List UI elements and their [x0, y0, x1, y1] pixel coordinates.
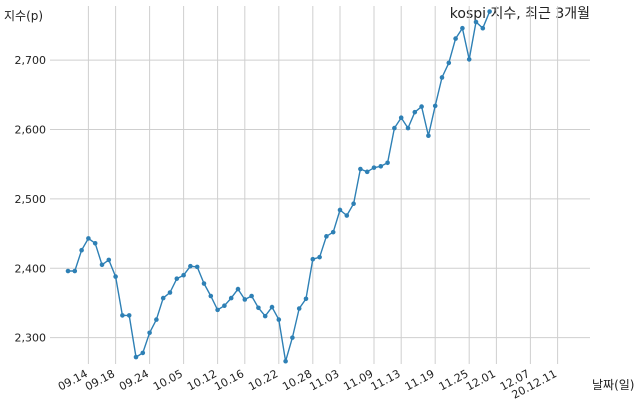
data-point: [432, 103, 438, 109]
data-point: [126, 313, 132, 318]
data-point: [351, 201, 356, 207]
data-point: [439, 75, 445, 80]
data-point: [337, 207, 343, 213]
data-point: [364, 169, 370, 175]
data-point: [92, 240, 98, 246]
data-point: [473, 19, 479, 25]
data-point: [262, 313, 268, 319]
data-point: [487, 9, 492, 14]
data-point: [378, 163, 384, 169]
data-point: [120, 313, 125, 318]
data-point: [174, 276, 180, 281]
data-point: [330, 229, 336, 235]
data-point: [453, 36, 458, 41]
x-tick-label: 11.19: [403, 367, 437, 393]
data-point: [405, 125, 411, 131]
data-point: [296, 306, 302, 311]
data-point: [99, 262, 105, 268]
data-point: [303, 296, 309, 302]
data-point: [392, 125, 397, 131]
x-tick-label: 10.05: [151, 367, 185, 393]
data-point: [310, 256, 316, 262]
y-tick-labels: 2,300 2,400 2,500 2,600 2,700: [15, 54, 47, 345]
x-tick-label: 12.01: [464, 367, 498, 393]
data-point: [160, 295, 166, 301]
data-point: [276, 317, 282, 322]
data-point: [208, 293, 214, 299]
data-point: [398, 115, 404, 121]
data-point: [201, 281, 207, 286]
data-point: [371, 165, 377, 170]
x-axis-label: 날짜(일): [592, 378, 634, 392]
data-point: [106, 257, 112, 263]
chart-title: kospi 지수, 최근 3개월: [450, 6, 590, 22]
x-tick-label: 11.13: [369, 367, 403, 393]
x-tick-label: 09.18: [83, 367, 117, 393]
data-point: [167, 290, 173, 295]
data-point: [86, 236, 91, 241]
data-point: [358, 166, 363, 172]
data-point: [419, 104, 424, 109]
y-tick-label: 2,300: [15, 332, 47, 345]
data-point: [228, 295, 234, 301]
data-point: [446, 60, 452, 66]
data-point: [181, 272, 186, 278]
series-kospi: [65, 9, 492, 364]
data-point: [133, 354, 139, 360]
data-point: [147, 330, 152, 336]
data-point: [412, 109, 418, 115]
data-point: [79, 247, 84, 253]
data-point: [215, 307, 220, 313]
y-tick-label: 2,400: [15, 262, 47, 275]
data-point: [242, 297, 248, 302]
data-point: [249, 293, 254, 299]
data-point: [113, 274, 118, 279]
data-point: [222, 303, 227, 309]
grid: [50, 6, 590, 364]
data-point: [480, 25, 486, 31]
data-point: [317, 254, 322, 260]
data-point: [385, 160, 390, 166]
x-tick-label: 09.24: [117, 367, 151, 393]
data-point: [283, 358, 288, 364]
x-tick-label: 11.03: [307, 367, 341, 393]
y-tick-label: 2,600: [15, 123, 47, 136]
data-point: [65, 268, 71, 274]
data-point: [188, 263, 193, 269]
data-point: [324, 234, 329, 239]
data-point: [466, 57, 472, 62]
x-tick-label: 10.22: [246, 367, 280, 393]
data-point: [72, 268, 78, 274]
y-tick-label: 2,500: [15, 193, 47, 206]
y-axis-label: 지수(p): [4, 9, 43, 23]
data-point: [344, 213, 350, 218]
data-point: [269, 304, 275, 310]
x-tick-label: 10.16: [212, 367, 246, 393]
data-point: [426, 133, 431, 139]
data-point: [154, 317, 159, 322]
data-point: [194, 264, 200, 270]
data-point: [460, 25, 465, 31]
data-point: [235, 286, 241, 292]
data-point: [256, 305, 261, 311]
data-point: [140, 350, 146, 356]
y-tick-label: 2,700: [15, 54, 47, 67]
data-point: [290, 335, 295, 340]
